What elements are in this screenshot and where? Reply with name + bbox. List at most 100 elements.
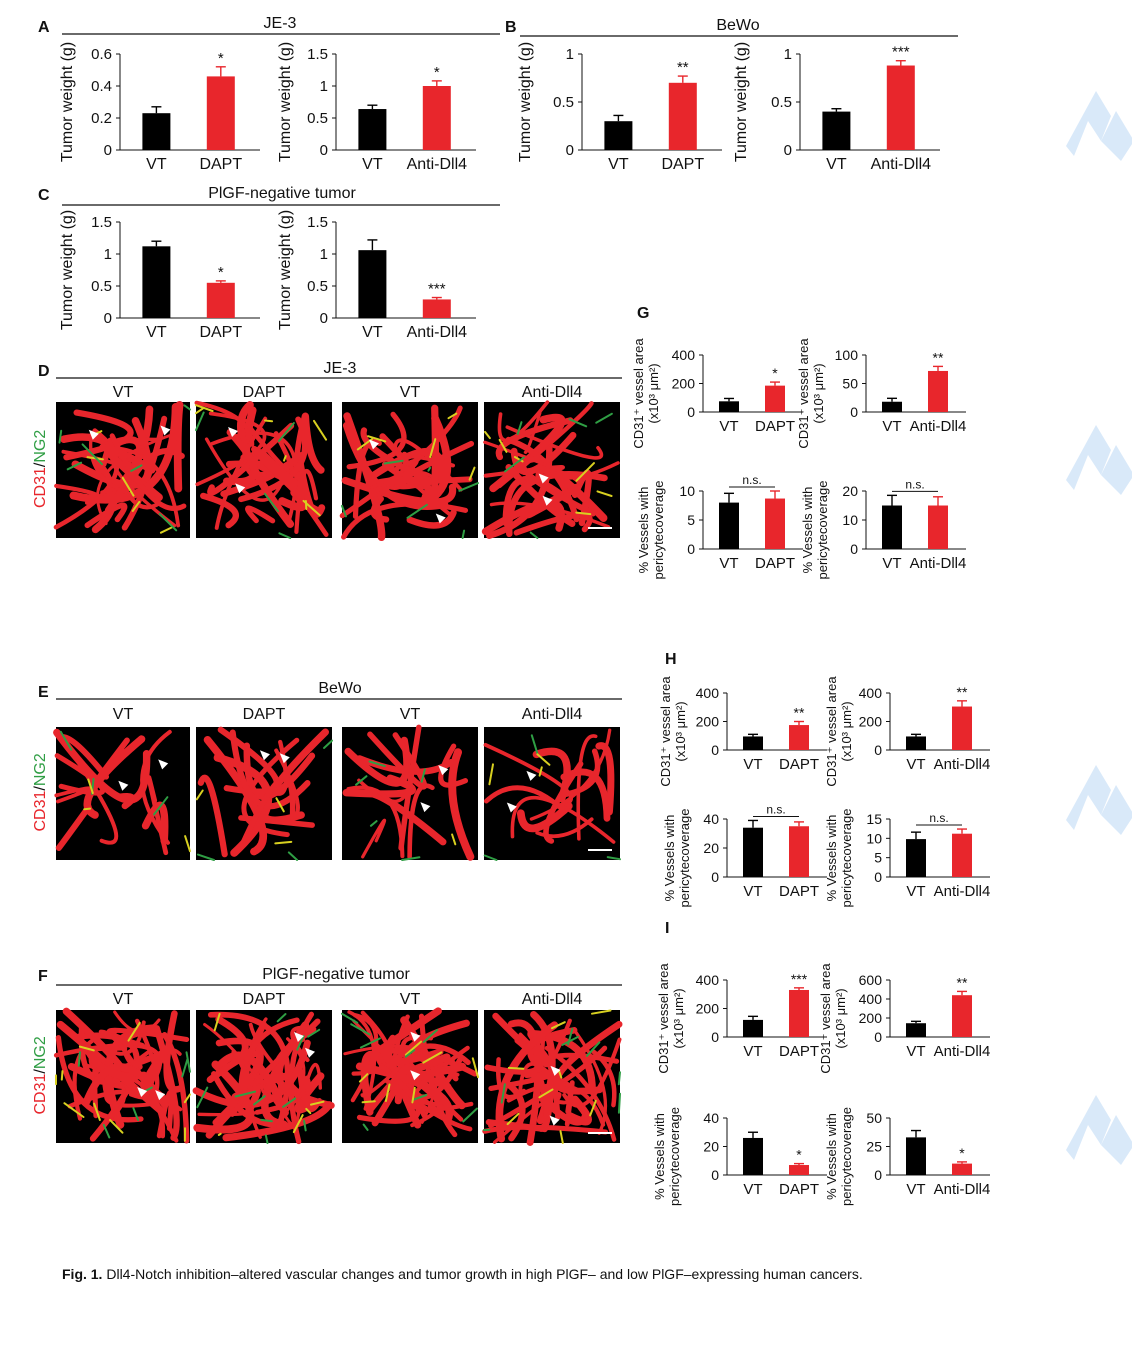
vessel-cd31 — [540, 1018, 572, 1068]
pericyte-ng2 — [617, 1092, 621, 1114]
pericyte-ng2 — [483, 854, 498, 861]
significance-mark: ** — [933, 349, 944, 365]
micro-column-label: DAPT — [243, 991, 286, 1008]
micrograph-d-1 — [53, 401, 191, 538]
arrowhead-icon — [160, 425, 171, 436]
panel-letter-a: A — [38, 19, 50, 36]
bar-vt — [604, 121, 633, 150]
vessel-cd31 — [223, 428, 258, 486]
arrowhead-icon — [549, 1115, 560, 1126]
pericyte-ng2 — [87, 778, 94, 795]
pericyte-ng2 — [183, 404, 191, 411]
pericyte-ng2 — [513, 456, 524, 463]
pericyte-ng2 — [516, 421, 523, 435]
vessel-cd31 — [203, 1023, 293, 1126]
pericyte-ng2 — [468, 466, 476, 481]
pericyte-ng2 — [461, 529, 466, 539]
bar-vt — [743, 736, 763, 750]
stain-ng2: NG2 — [32, 1036, 49, 1069]
pericyte-ng2 — [341, 1012, 359, 1024]
pericyte-ng2 — [264, 1134, 269, 1144]
bar-dapt — [206, 282, 235, 318]
y-tick-label: 1 — [320, 78, 328, 95]
vessel-cd31 — [407, 783, 435, 860]
vessel-cd31 — [350, 1013, 379, 1103]
pericyte-ng2 — [589, 1099, 597, 1117]
vessel-cd31 — [251, 445, 305, 501]
stain-label-d: CD31/NG2 — [32, 430, 49, 508]
vessel-cd31 — [595, 742, 615, 816]
chart-i1: 0 200 400 CD31⁺ vessel area (x10³ μm²) VT DAPT… — [656, 963, 827, 1074]
y-axis-label: Tumor weight (g) — [277, 42, 294, 162]
stain-slash: / — [32, 786, 49, 791]
pericyte-ng2 — [359, 1037, 381, 1049]
stain-cd31: CD31 — [32, 1073, 49, 1114]
vessel-cd31 — [54, 753, 106, 796]
chart-h1: 0 200 400 CD31⁺ vessel area (x10³ μm²) VT DAPT… — [658, 676, 827, 787]
pericyte-ng2 — [361, 1100, 376, 1104]
micro-column-label: Anti-Dll4 — [522, 706, 583, 723]
micrograph-e-2 — [195, 726, 333, 861]
y-axis-label-units: (x10³ μm²) — [646, 363, 661, 423]
bar-vt — [142, 113, 171, 150]
arrowhead-icon — [410, 1070, 421, 1081]
micrograph-d-4 — [481, 400, 620, 539]
micro-column-label: DAPT — [243, 384, 286, 401]
vessel-cd31 — [489, 501, 611, 529]
arrowhead-icon — [158, 759, 169, 770]
stain-label-f: CD31/NG2 — [32, 1036, 49, 1114]
figure-caption: Fig. 1. Dll4-Notch inhibition–altered va… — [62, 1266, 863, 1282]
x-tick-label: DAPT — [779, 1043, 819, 1060]
panel-title-b: BeWo — [716, 17, 759, 34]
pericyte-ng2 — [278, 532, 292, 539]
y-tick-label: 1.5 — [307, 46, 328, 63]
arrowhead-icon — [279, 753, 290, 764]
pericyte-ng2 — [313, 419, 328, 441]
bar-anti-dll4 — [928, 370, 948, 412]
x-tick-label: VT — [826, 156, 847, 173]
micrograph-e-3 — [342, 724, 478, 861]
x-tick-label: DAPT — [779, 756, 819, 773]
y-tick-label: 0 — [711, 742, 719, 758]
pericyte-ng2 — [305, 1107, 312, 1115]
y-tick-label: 1 — [566, 46, 574, 63]
pericyte-ng2 — [462, 1107, 478, 1123]
micro-column-label: Anti-Dll4 — [522, 991, 583, 1008]
micro-column-label: DAPT — [243, 706, 286, 723]
bar-dapt — [668, 82, 697, 150]
pericyte-ng2 — [158, 512, 178, 532]
vessel-cd31 — [361, 818, 387, 859]
vessel-cd31 — [55, 804, 92, 851]
pericyte-ng2 — [427, 466, 432, 472]
ns-label: n.s. — [929, 811, 948, 825]
y-tick-label: 0.6 — [91, 46, 112, 63]
pericyte-ng2 — [184, 835, 191, 853]
vessel-cd31 — [82, 1063, 169, 1108]
x-tick-label: Anti-Dll4 — [934, 1181, 991, 1198]
pericyte-ng2 — [264, 419, 274, 423]
pericyte-ng2 — [484, 430, 491, 440]
y-tick-label: 0 — [687, 541, 695, 557]
vessel-cd31 — [116, 793, 136, 810]
micrograph-f-2 — [192, 1010, 335, 1145]
vessel-cd31 — [274, 748, 300, 823]
pericyte-ng2 — [383, 459, 404, 465]
pericyte-ng2 — [66, 461, 83, 471]
vessel-cd31 — [370, 470, 436, 490]
pericyte-ng2 — [109, 1119, 124, 1134]
pericyte-ng2 — [422, 1028, 439, 1044]
x-tick-label: Anti-Dll4 — [407, 324, 468, 341]
significance-mark: *** — [791, 971, 808, 987]
pericyte-ng2 — [323, 739, 333, 749]
micro-column-label: Anti-Dll4 — [522, 384, 583, 401]
x-tick-label: Anti-Dll4 — [934, 756, 991, 773]
y-axis-label: % Vessels with — [824, 1113, 839, 1200]
y-axis-label-units: pericytecoverage — [677, 809, 692, 908]
y-tick-label: 0.5 — [307, 278, 328, 295]
pericyte-ng2 — [59, 730, 73, 751]
panel-letter-e: E — [38, 684, 49, 701]
micro-column-label: VT — [113, 384, 134, 401]
vessel-cd31 — [271, 1037, 306, 1128]
pericyte-ng2 — [81, 443, 103, 466]
vessel-cd31 — [516, 802, 573, 833]
